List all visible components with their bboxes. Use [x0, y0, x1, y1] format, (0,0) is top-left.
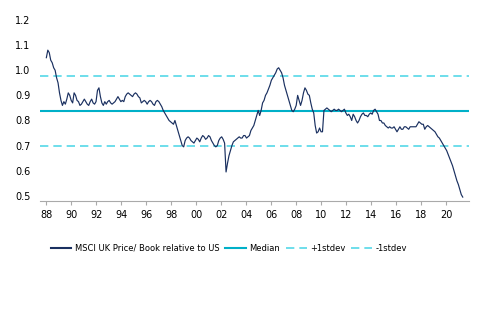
- Legend: MSCI UK Price/ Book relative to US, Median, +1stdev, -1stdev: MSCI UK Price/ Book relative to US, Medi…: [47, 241, 410, 256]
